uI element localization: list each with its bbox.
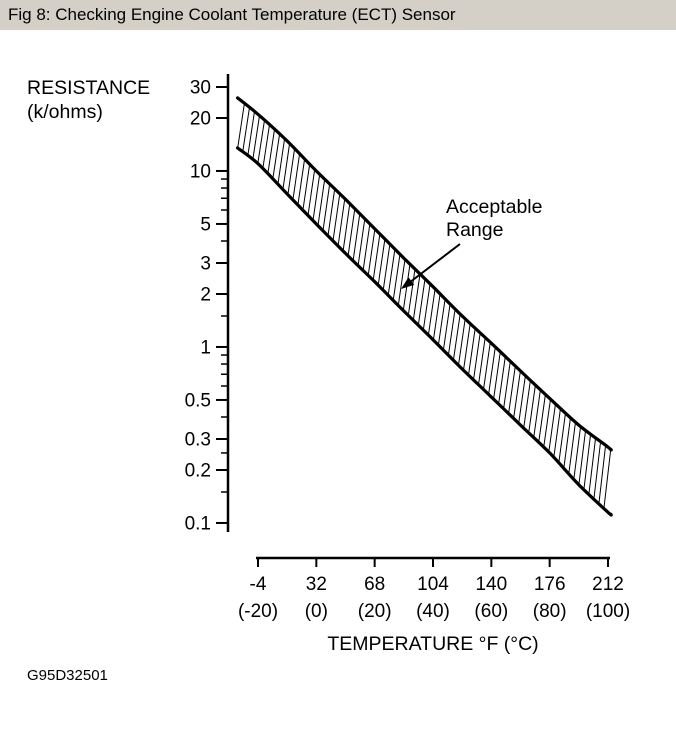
x-tick-label-f: -4 [250, 574, 267, 595]
annotation-arrowhead-icon [401, 277, 415, 289]
acceptable-range-band [237, 103, 612, 509]
x-tick-label-c: (-20) [238, 601, 278, 622]
x-tick-label-c: (60) [474, 601, 508, 622]
y-tick-label: 5 [200, 214, 211, 235]
x-axis-title: TEMPERATURE °F (°C) [327, 633, 538, 655]
annotation-arrow-line [410, 243, 461, 282]
x-axis: -4 (-20) 32 (0) 68 (20) 104 (40) 140 (60) 176 (80) 2… [238, 556, 630, 655]
y-tick-label: 10 [190, 161, 211, 182]
x-tick-label-c: (80) [533, 601, 567, 622]
y-tick-label: 1 [200, 337, 211, 358]
y-tick-label: 20 [190, 108, 211, 129]
y-tick-label: 30 [190, 78, 211, 99]
y-tick-label: 0.5 [185, 390, 211, 411]
x-tick-label-f: 176 [534, 574, 566, 595]
upper-limit-curve [236, 96, 613, 452]
x-tick-label-c: (0) [305, 601, 328, 622]
y-tick-label: 3 [200, 254, 211, 275]
y-tick-label: 0.3 [185, 430, 211, 451]
x-tick-label-f: 68 [364, 574, 385, 595]
y-axis-title: RESISTANCE [27, 77, 150, 99]
figure-title: Fig 8: Checking Engine Coolant Temperatu… [8, 5, 456, 24]
x-tick-label-c: (40) [416, 601, 450, 622]
x-tick-label-f: 212 [592, 574, 624, 595]
y-tick-label: 2 [200, 284, 211, 305]
x-tick-label-f: 140 [475, 574, 507, 595]
x-tick-label-c: (100) [586, 601, 630, 622]
y-axis-title: (k/ohms) [27, 101, 103, 123]
figure-title-bar: Fig 8: Checking Engine Coolant Temperatu… [0, 0, 676, 30]
y-tick-label: 0.1 [185, 513, 211, 534]
y-axis: 30 20 10 5 3 2 1 0.5 0.3 0.2 0.1 RESISTANCE(k/ohms) [27, 74, 230, 534]
document-code: G95D32501 [27, 667, 108, 684]
x-tick-label-f: 32 [306, 574, 327, 595]
x-tick-label-f: 104 [417, 574, 449, 595]
x-tick-label-c: (20) [358, 601, 392, 622]
y-tick-label: 0.2 [185, 460, 211, 481]
annotation-label: Acceptable [446, 196, 542, 218]
lower-limit-curve [236, 146, 613, 517]
annotation-label: Range [446, 219, 503, 241]
